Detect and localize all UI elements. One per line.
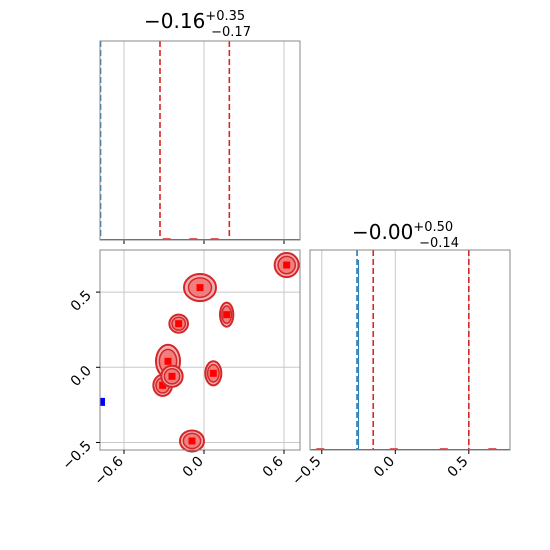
panel-bottom-left-contour: −0.6 0.0 0.6 −0.5 0.0 0.5: [59, 249, 301, 489]
top-left-marks: [99, 41, 300, 244]
top-left-title-sub: −0.17: [211, 25, 251, 40]
y-tick-label: 0.5: [68, 288, 95, 315]
contour-peak: [196, 284, 204, 292]
top-left-title: −0.16+0.35 −0.17: [144, 9, 251, 40]
panel-bottom-right-histogram: −0.5 0.0 0.5 −0.00+0.50 −0.14: [289, 220, 511, 489]
bottom-right-frame: [309, 249, 511, 451]
top-left-grid: [123, 41, 285, 240]
bottom-right-title-sup: +0.50: [413, 220, 453, 235]
bottom-right-grid: [321, 250, 470, 450]
contour-peak: [223, 311, 231, 319]
bottom-right-title-main: −0.00: [352, 220, 413, 244]
contour-peak: [283, 261, 291, 269]
bottom-left-marks: [100, 252, 300, 453]
bottom-left-frame: [99, 249, 301, 451]
contour-peak: [188, 437, 196, 445]
contour-peak: [209, 369, 217, 377]
x-tick-label: −0.5: [289, 454, 324, 489]
bottom-left-x-ticks: −0.6 0.0 0.6: [91, 450, 287, 489]
x-tick-label: 0.5: [445, 454, 472, 481]
y-tick-label: 0.0: [68, 363, 95, 390]
bottom-right-title: −0.00+0.50 −0.14: [352, 220, 459, 251]
bottom-left-y-ticks: −0.5 0.0 0.5: [59, 288, 100, 473]
x-tick-label: 0.0: [180, 454, 207, 481]
x-tick-label: −0.6: [91, 453, 126, 488]
sample-point: [100, 397, 105, 406]
bottom-right-marks: [311, 250, 510, 450]
top-left-frame: [99, 40, 301, 241]
panel-top-left-histogram: −0.16+0.35 −0.17: [99, 9, 301, 244]
x-tick-label: 0.0: [371, 454, 398, 481]
bottom-right-title-sub: −0.14: [419, 236, 459, 251]
contour-peak: [159, 381, 167, 389]
contour-peak: [164, 357, 172, 365]
x-tick-label: 0.6: [260, 453, 287, 480]
y-tick-label: −0.5: [59, 438, 94, 473]
top-left-title-sup: +0.35: [205, 9, 245, 24]
contour-peak: [175, 320, 183, 328]
contour-peak: [168, 372, 176, 380]
top-left-title-main: −0.16: [144, 9, 205, 33]
bottom-right-x-ticks: −0.5 0.0 0.5: [289, 450, 472, 489]
